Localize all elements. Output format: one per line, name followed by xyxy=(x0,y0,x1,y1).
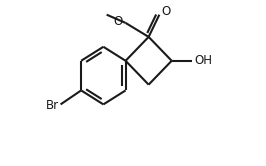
Text: Br: Br xyxy=(45,99,59,112)
Text: OH: OH xyxy=(195,54,213,67)
Text: O: O xyxy=(161,5,171,18)
Text: O: O xyxy=(114,15,123,28)
